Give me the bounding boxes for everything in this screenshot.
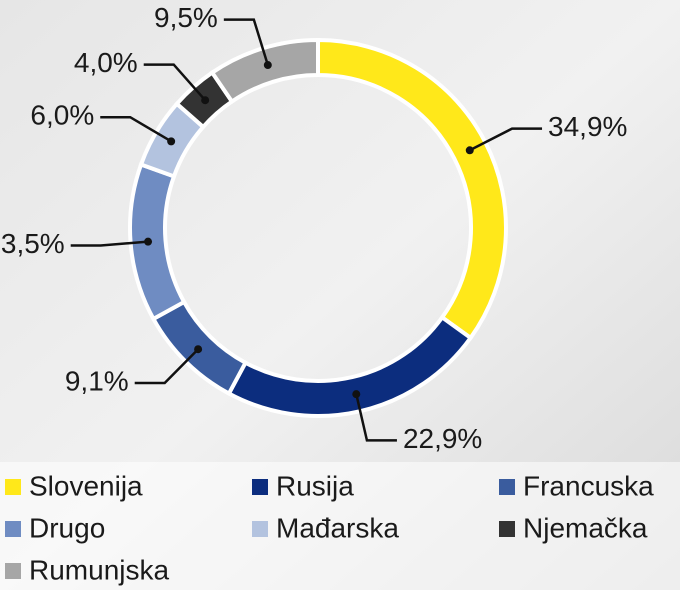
page: 34,9% 22,9% 9,1% 13,5% 6,0% 4,0% 9,5% Slovenija… [0, 0, 680, 590]
data-label: 13,5% [0, 228, 65, 259]
legend-label: Drugo [29, 512, 105, 543]
legend-swatch [499, 521, 515, 537]
legend-swatch [499, 479, 515, 495]
legend-swatch [5, 479, 21, 495]
legend-label: Rusija [276, 470, 354, 501]
leader-dot [167, 137, 175, 145]
legend-swatch [252, 479, 268, 495]
legend-swatch [5, 563, 21, 579]
legend-swatch [252, 521, 268, 537]
data-label: 9,1% [65, 365, 129, 396]
leader-dot [352, 390, 360, 398]
leader-dot [201, 96, 209, 104]
data-label: 22,9% [403, 423, 482, 454]
data-label: 4,0% [74, 47, 138, 78]
legend-swatch [5, 521, 21, 537]
leader-dot [144, 238, 152, 246]
legend-label: Francuska [523, 470, 654, 501]
legend-label: Mađarska [276, 512, 399, 543]
leader-dot [264, 61, 272, 69]
legend-label: Slovenija [29, 470, 143, 501]
legend-label: Rumunjska [29, 554, 169, 585]
leader-dot [194, 345, 202, 353]
data-label: 34,9% [548, 111, 627, 142]
data-label: 6,0% [30, 100, 94, 131]
chart: 34,9% 22,9% 9,1% 13,5% 6,0% 4,0% 9,5% Slovenija… [0, 0, 680, 590]
legend-label: Njemačka [523, 512, 648, 543]
data-label: 9,5% [154, 2, 218, 33]
leader-dot [466, 146, 474, 154]
